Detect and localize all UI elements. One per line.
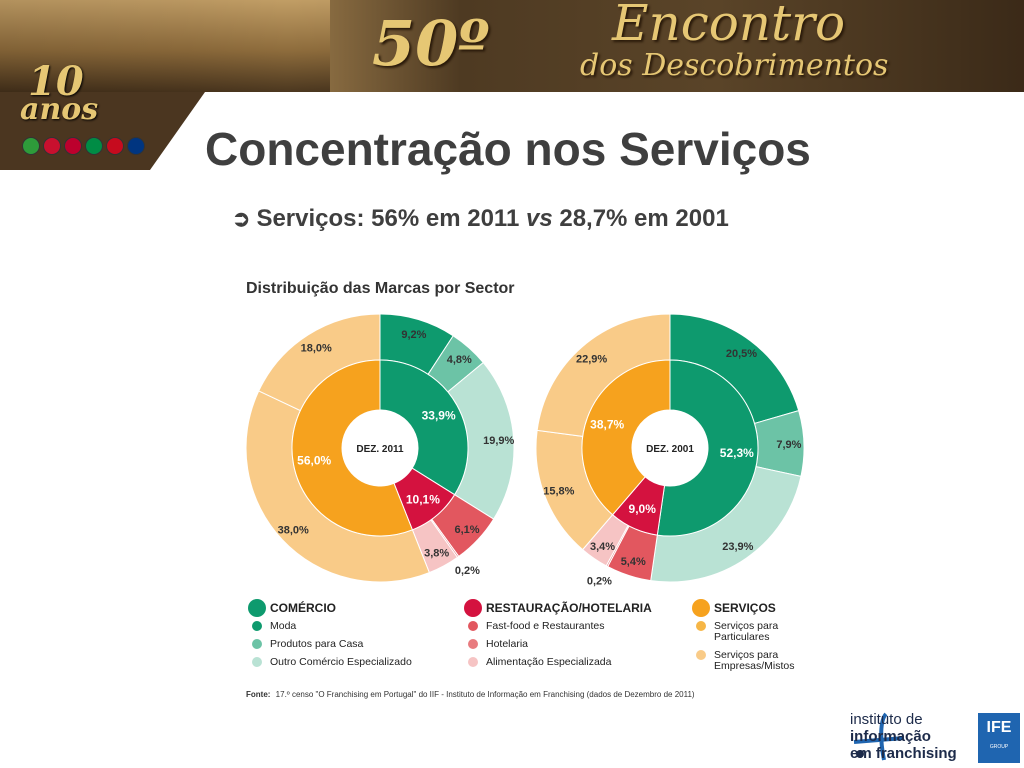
outer-slice-label: 22,9% — [576, 353, 607, 365]
logo-line-2: informação — [850, 728, 931, 745]
source-note: Fonte: 17.º censo "O Franchising em Port… — [246, 690, 695, 699]
bullet-text-2: 28,7% em 2001 — [552, 205, 729, 232]
event-title-line1: Encontro — [612, 0, 846, 52]
flag-icon — [64, 137, 82, 155]
bullet-line: ➲ Serviços: 56% em 2011 vs 28,7% em 2001 — [232, 205, 729, 233]
inner-slice-comercio — [656, 359, 759, 537]
bullet-text-vs: vs — [525, 205, 553, 232]
ships-illustration — [0, 0, 330, 92]
badge-small: GROUP — [989, 744, 1009, 750]
inner-slice-label: 52,3% — [720, 446, 754, 460]
inner-slice-label: 10,1% — [406, 492, 440, 506]
outer-slice-label: 5,4% — [621, 556, 646, 568]
inner-slice-label: 56,0% — [297, 454, 331, 468]
inner-slice-comercio — [379, 359, 469, 496]
legend-group-comercio: COMÉRCIO — [270, 600, 336, 615]
legend-item-servicos-para-empresas-mistos: Serviços para Empresas/Mistos — [714, 649, 795, 672]
source-label: Fonte: — [246, 690, 270, 699]
inner-slice-label: 9,0% — [629, 502, 657, 516]
inner-slice-servicos — [291, 359, 414, 537]
arrow-right-icon: ➲ — [232, 206, 251, 231]
outer-slice-label: 6,1% — [454, 524, 479, 536]
legend-group-servicos: SERVIÇOS — [714, 601, 776, 615]
legend-item-dot — [252, 657, 262, 667]
legend-item-servicos-para-particulares: Serviços para Particulares — [714, 620, 778, 643]
legend-item-dot — [252, 639, 262, 649]
outer-slice-label: 3,8% — [424, 548, 449, 560]
legend-item-dot — [468, 657, 478, 667]
legend-item-dot — [252, 621, 262, 631]
anniversary-word: anos — [20, 92, 99, 127]
legend-item-dot — [468, 639, 478, 649]
legend-item-outro-comercio-especializado: Outro Comércio Especializado — [270, 656, 412, 668]
legend-group-dot — [692, 599, 710, 617]
slide-title: Concentração nos Serviços — [205, 123, 811, 175]
flag-icon — [127, 137, 145, 155]
flag-icon — [85, 137, 103, 155]
outer-slice-label: 38,0% — [278, 524, 309, 536]
legend-item-alimentacao-especializada: Alimentação Especializada — [486, 656, 612, 668]
chart-title: Distribuição das Marcas por Sector — [246, 280, 515, 297]
legend-item-hotelaria: Hotelaria — [486, 638, 528, 650]
legend-group-dot — [464, 599, 482, 617]
flags-row — [22, 137, 145, 155]
inner-slice-label: 33,9% — [422, 409, 456, 423]
bullet-text-1: Serviços: 56% em 2011 — [256, 205, 526, 232]
outer-slice-label: 3,4% — [590, 541, 615, 553]
logo-line-3: em franchising — [850, 745, 957, 762]
sector-donut-chart: Distribuição das Marcas por Sector 9,2% 4… — [245, 280, 805, 699]
inner-slice-label: 38,7% — [590, 418, 624, 432]
logo-line-1: instituto de — [850, 711, 923, 728]
ife-logo-mark — [853, 712, 905, 761]
outer-slice-label: 7,9% — [776, 439, 801, 451]
outer-slice-label: 9,2% — [401, 329, 426, 341]
badge-text: IFE — [986, 719, 1012, 736]
inner-slice-servicos — [581, 359, 671, 516]
outer-slice-label: 4,8% — [447, 354, 472, 366]
flag-icon — [22, 137, 40, 155]
legend-group-dot — [248, 599, 266, 617]
source-text: 17.º censo "O Franchising em Portugal" d… — [276, 690, 695, 699]
outer-slice-label: 18,0% — [301, 343, 332, 355]
legend-item-produtos-para-casa: Produtos para Casa — [270, 638, 364, 650]
donut-group: 9,2% 4,8% 19,9% 6,1% 0,2% 3,8% 38,0% 18,0% 33,9%… — [245, 313, 805, 587]
legend-group-restauracao-hotelaria: RESTAURAÇÃO/HOTELARIA — [486, 600, 652, 615]
legend: COMÉRCIO Moda Produtos para Casa Outro Comé… — [248, 599, 795, 672]
event-number: 50º — [372, 7, 490, 80]
legend-item-dot — [696, 621, 706, 631]
header-banner: 50º Encontro dos Descobrimentos — [0, 0, 1024, 92]
outer-slice-label: 23,9% — [722, 541, 753, 553]
flag-icon — [43, 137, 61, 155]
ife-logo-text: instituto de informação em franchising — [850, 711, 957, 762]
legend-item-fast-food-e-restaurantes: Fast-food e Restaurantes — [486, 620, 604, 632]
outer-slice-label: 19,9% — [483, 435, 514, 447]
legend-item-moda: Moda — [270, 620, 296, 632]
flag-icon — [106, 137, 124, 155]
donut-center-label: DEZ. 2011 — [356, 444, 404, 455]
anniversary-number: 10 — [28, 58, 84, 105]
outer-slice-label: 0,2% — [455, 565, 480, 577]
ife-badge: IFE GROUP — [978, 713, 1020, 763]
legend-item-dot — [468, 621, 478, 631]
outer-slice-label: 20,5% — [726, 348, 757, 360]
outer-slice-label: 0,2% — [587, 575, 612, 587]
legend-item-dot — [696, 650, 706, 660]
outer-slice-label: 15,8% — [543, 485, 574, 497]
event-title-line2: dos Descobrimentos — [580, 48, 889, 83]
donut-center-label: DEZ. 2001 — [646, 444, 694, 455]
